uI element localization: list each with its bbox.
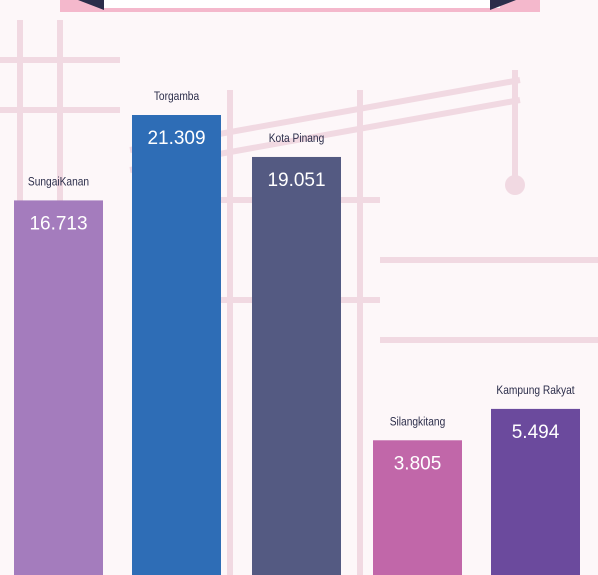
bar [132, 115, 221, 575]
crane-hook [505, 175, 525, 195]
value-label: 3.805 [394, 453, 442, 474]
banner-arrow [78, 0, 104, 10]
bar [491, 408, 580, 575]
bar [373, 440, 462, 575]
value-label: 16.713 [29, 213, 87, 234]
category-label: Kampung Rakyat [496, 384, 575, 397]
banner-arrow [490, 0, 516, 10]
category-label: SungaiKanan [28, 176, 89, 189]
value-label: 19.051 [267, 170, 325, 191]
category-label: Torgamba [154, 90, 200, 103]
value-label: 21.309 [147, 128, 205, 149]
category-label: Kota Pinang [269, 132, 325, 145]
bar [252, 156, 341, 575]
bar [14, 200, 103, 575]
category-label: Silangkitang [390, 416, 446, 429]
banner-inner [100, 0, 500, 8]
value-label: 5.494 [512, 422, 560, 443]
